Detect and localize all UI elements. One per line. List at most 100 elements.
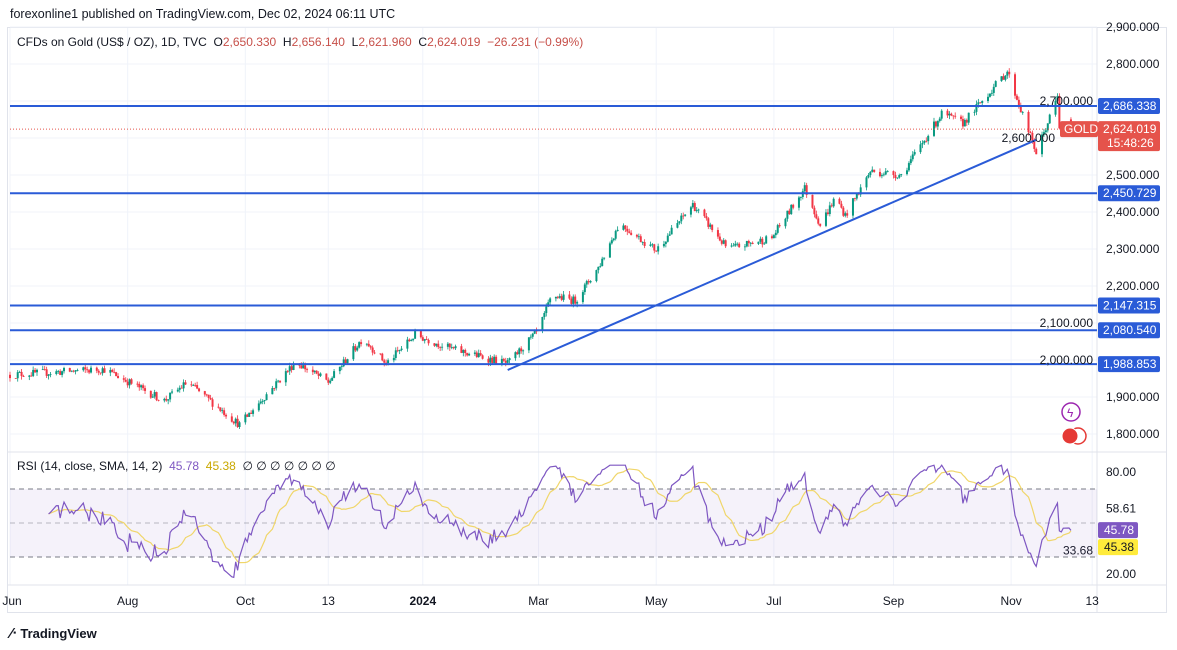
candle-body [14, 378, 17, 379]
candle-body [61, 371, 64, 375]
candle-body [1000, 76, 1003, 82]
candle-body [898, 175, 901, 178]
candle-body [940, 110, 943, 119]
candle-body [905, 170, 908, 175]
candle-body [18, 371, 21, 373]
candle-body [365, 343, 368, 345]
rsi-legend: RSI (14, close, SMA, 14, 2) 45.78 45.38 … [17, 459, 336, 473]
candle-body [900, 174, 903, 176]
candle-body [157, 400, 160, 401]
candle-body [207, 394, 210, 398]
candle-body [678, 221, 681, 224]
candle-body [950, 113, 953, 116]
candle-body [184, 382, 187, 385]
candle-body [1027, 111, 1030, 133]
candle-body [304, 365, 307, 370]
candle-body [286, 371, 289, 372]
candle-body [628, 231, 631, 233]
candle-body [176, 389, 179, 392]
time-tick-label: Oct [236, 594, 255, 608]
candle-body [55, 371, 58, 374]
lightning-icon [1061, 402, 1081, 422]
candle-body [47, 374, 50, 376]
candle-body [921, 143, 924, 145]
candle-body [934, 121, 937, 127]
candle-body [43, 369, 46, 371]
candle-body [273, 388, 276, 389]
candle-body [36, 369, 39, 373]
candle-body [574, 296, 577, 304]
time-tick-label: Sep [883, 594, 905, 608]
candle-body [325, 373, 328, 380]
candle-body [691, 203, 694, 208]
candle-body [954, 115, 957, 117]
candle-body [151, 396, 154, 398]
candle-body [371, 347, 374, 353]
candle-body [1006, 71, 1009, 76]
candle-body [772, 235, 775, 239]
candle-body [803, 185, 806, 192]
candle-body [616, 229, 619, 232]
candle-body [433, 343, 436, 346]
candle-body [587, 281, 590, 283]
candle-body [76, 370, 79, 371]
candle-body [194, 384, 197, 386]
candle-body [180, 387, 183, 389]
candle-body [776, 225, 779, 233]
candle-body [460, 346, 463, 353]
candle-body [34, 369, 37, 373]
candle-body [603, 257, 606, 259]
price-tick-label: 1,900.000 [1106, 390, 1160, 404]
candle-body [435, 343, 438, 346]
candle-body [481, 355, 484, 359]
price-tick-label: 2,000.000 [1040, 353, 1094, 367]
candle-body [489, 357, 492, 363]
price-tick-label: 2,400.000 [1106, 205, 1160, 219]
candle-body [209, 397, 212, 400]
candle-body [832, 198, 835, 207]
candle-body [130, 379, 133, 384]
candle-body [448, 343, 451, 348]
candle-body [1054, 100, 1057, 115]
candle-body [410, 340, 413, 342]
candle-body [1002, 76, 1005, 80]
candle-body [568, 294, 571, 299]
candle-body [838, 198, 841, 204]
candle-body [736, 243, 739, 245]
candle-body [221, 410, 224, 412]
candle-body [1041, 134, 1044, 155]
candle-body [113, 371, 116, 373]
candle-body [595, 270, 598, 282]
candle-body [749, 242, 752, 244]
candle-body [558, 296, 561, 298]
candle-body [20, 371, 23, 377]
candle-body [622, 225, 625, 230]
rsi-tick-label: 58.61 [1106, 501, 1136, 515]
candle-body [90, 367, 93, 373]
candle-body [479, 353, 482, 356]
candle-body [356, 347, 359, 351]
candle-body [398, 349, 401, 351]
tradingview-logo[interactable]: ⁄ᐧ TradingView [10, 624, 97, 642]
candle-body [1015, 95, 1018, 100]
rsi-value-tag [1098, 522, 1138, 539]
candle-body [462, 349, 465, 353]
candle-body [381, 353, 384, 361]
candle-body [959, 116, 962, 119]
candle-body [346, 359, 349, 364]
candle-body [491, 357, 494, 363]
candle-body [583, 284, 586, 293]
candle-body [614, 231, 617, 239]
candle-body [1004, 75, 1007, 80]
candle-body [676, 223, 679, 228]
candle-body [302, 365, 305, 369]
rsi-tick-label: 80.00 [1106, 465, 1136, 479]
candle-body [508, 358, 511, 361]
candle-body [759, 238, 762, 242]
candle-body [722, 240, 725, 244]
candle-body [163, 398, 166, 401]
candle-body [1033, 140, 1036, 149]
candle-body [473, 352, 476, 354]
rsi-tick-label: 33.68 [1063, 544, 1093, 558]
